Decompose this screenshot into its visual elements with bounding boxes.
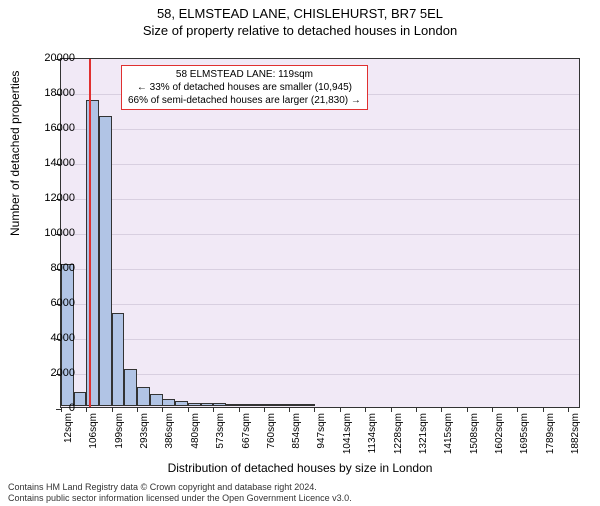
histogram-bar xyxy=(162,399,175,406)
y-tick-label: 0 xyxy=(25,402,75,414)
x-tick-mark xyxy=(517,407,518,412)
footer-line-1: Contains HM Land Registry data © Crown c… xyxy=(8,482,352,493)
plot-area: 58 ELMSTEAD LANE: 119sqm← 33% of detache… xyxy=(60,58,580,408)
histogram-bar xyxy=(264,404,277,406)
gridline xyxy=(61,129,579,130)
x-tick-label: 1041sqm xyxy=(342,413,353,454)
x-tick-label: 573sqm xyxy=(215,413,226,449)
x-tick-mark xyxy=(416,407,417,412)
x-axis-label: Distribution of detached houses by size … xyxy=(0,461,600,475)
x-tick-label: 1508sqm xyxy=(469,413,480,454)
x-tick-label: 1789sqm xyxy=(545,413,556,454)
x-tick-mark xyxy=(264,407,265,412)
footer-line-2: Contains public sector information licen… xyxy=(8,493,352,504)
annotation-line1: 58 ELMSTEAD LANE: 119sqm xyxy=(128,68,361,81)
histogram-bar xyxy=(201,403,214,407)
histogram-bar xyxy=(251,404,264,406)
x-tick-label: 480sqm xyxy=(190,413,201,449)
histogram-bar xyxy=(112,313,125,406)
x-tick-label: 106sqm xyxy=(88,413,99,449)
y-tick-label: 2000 xyxy=(25,367,75,379)
x-tick-mark xyxy=(239,407,240,412)
property-marker-line xyxy=(89,59,91,407)
x-tick-label: 1695sqm xyxy=(519,413,530,454)
y-tick-label: 20000 xyxy=(25,52,75,64)
y-tick-label: 14000 xyxy=(25,157,75,169)
gridline xyxy=(61,234,579,235)
x-tick-mark xyxy=(314,407,315,412)
x-tick-label: 1415sqm xyxy=(443,413,454,454)
y-tick-label: 6000 xyxy=(25,297,75,309)
x-tick-mark xyxy=(467,407,468,412)
x-tick-mark xyxy=(213,407,214,412)
histogram-bar xyxy=(213,403,226,407)
gridline xyxy=(61,269,579,270)
histogram-bar xyxy=(99,116,112,407)
histogram-bar xyxy=(289,404,302,406)
gridline xyxy=(61,199,579,200)
chart-title-main: 58, ELMSTEAD LANE, CHISLEHURST, BR7 5EL xyxy=(0,6,600,21)
x-tick-mark xyxy=(188,407,189,412)
x-tick-mark xyxy=(543,407,544,412)
x-tick-mark xyxy=(391,407,392,412)
annotation-line3: 66% of semi-detached houses are larger (… xyxy=(128,94,361,107)
x-tick-label: 1134sqm xyxy=(367,413,378,453)
histogram-bar xyxy=(302,404,315,406)
x-tick-label: 293sqm xyxy=(139,413,150,449)
x-tick-mark xyxy=(492,407,493,412)
x-tick-mark xyxy=(162,407,163,412)
histogram-bar xyxy=(74,392,87,406)
x-tick-label: 1228sqm xyxy=(393,413,404,454)
histogram-bar xyxy=(175,401,188,406)
gridline xyxy=(61,304,579,305)
x-tick-label: 386sqm xyxy=(164,413,175,449)
x-tick-label: 854sqm xyxy=(291,413,302,449)
x-tick-label: 667sqm xyxy=(241,413,252,449)
x-tick-label: 12sqm xyxy=(63,413,74,443)
y-tick-label: 4000 xyxy=(25,332,75,344)
x-tick-label: 199sqm xyxy=(114,413,125,449)
y-tick-label: 16000 xyxy=(25,122,75,134)
histogram-bar xyxy=(226,404,239,406)
histogram-bar xyxy=(137,387,150,406)
footer-attribution: Contains HM Land Registry data © Crown c… xyxy=(8,482,352,504)
x-tick-mark xyxy=(86,407,87,412)
x-tick-mark xyxy=(441,407,442,412)
annotation-box: 58 ELMSTEAD LANE: 119sqm← 33% of detache… xyxy=(121,65,368,110)
x-tick-label: 1602sqm xyxy=(494,413,505,454)
histogram-bar xyxy=(239,404,252,406)
x-tick-mark xyxy=(365,407,366,412)
x-tick-mark xyxy=(568,407,569,412)
histogram-bar xyxy=(277,404,290,406)
x-tick-mark xyxy=(340,407,341,412)
x-tick-label: 1882sqm xyxy=(570,413,581,454)
x-tick-mark xyxy=(137,407,138,412)
y-tick-label: 8000 xyxy=(25,262,75,274)
chart-area: 58 ELMSTEAD LANE: 119sqm← 33% of detache… xyxy=(60,58,580,408)
gridline xyxy=(61,164,579,165)
histogram-bar xyxy=(124,369,137,406)
gridline xyxy=(61,339,579,340)
annotation-line2: ← 33% of detached houses are smaller (10… xyxy=(128,81,361,94)
y-tick-label: 18000 xyxy=(25,87,75,99)
x-tick-mark xyxy=(112,407,113,412)
chart-title-sub: Size of property relative to detached ho… xyxy=(0,23,600,38)
histogram-bar xyxy=(188,403,201,407)
x-tick-label: 947sqm xyxy=(316,413,327,449)
x-tick-label: 760sqm xyxy=(266,413,277,449)
x-tick-label: 1321sqm xyxy=(418,413,429,454)
gridline xyxy=(61,374,579,375)
y-axis-label: Number of detached properties xyxy=(8,71,22,236)
histogram-bar xyxy=(150,394,163,406)
y-tick-label: 12000 xyxy=(25,192,75,204)
y-tick-label: 10000 xyxy=(25,227,75,239)
x-tick-mark xyxy=(289,407,290,412)
